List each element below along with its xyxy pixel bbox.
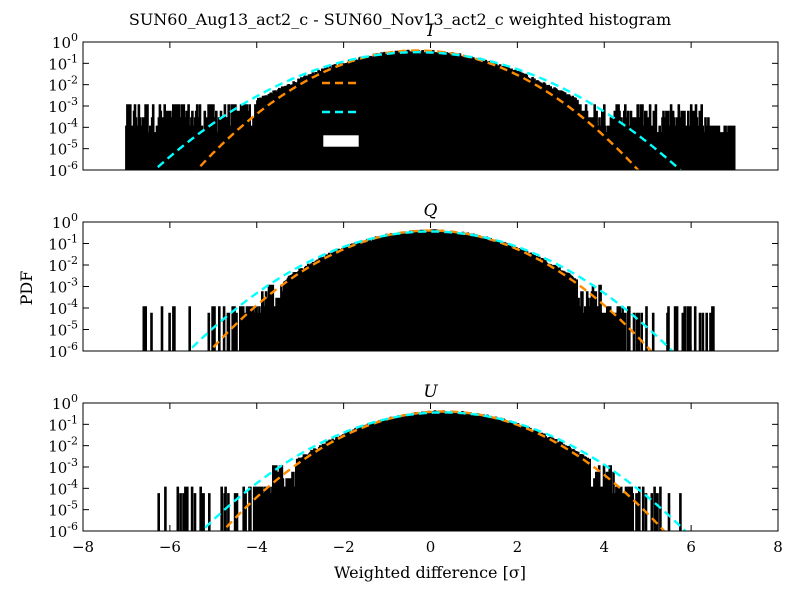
x-axis-label: Weighted difference [σ]: [334, 563, 526, 582]
y-tick-label: 100: [52, 211, 78, 232]
fitted-gaussian-curve-Q: [187, 230, 674, 351]
x-tick-label: 8: [773, 538, 783, 556]
y-tick-label: 10-5: [48, 319, 78, 340]
y-tick-label: 10-5: [48, 138, 78, 159]
x-tick-label: −2: [333, 538, 355, 556]
fitted-gaussian-curve-I: [152, 51, 683, 170]
chart-title: SUN60_Aug13_act2_c - SUN60_Nov13_act2_c …: [129, 10, 671, 29]
legend-data-label: Data: [376, 131, 422, 153]
y-tick-label: 10-1: [48, 413, 78, 434]
y-tick-label: 10-6: [48, 159, 78, 180]
plot-area: [142, 229, 715, 351]
y-tick-label: 100: [52, 392, 78, 413]
panel-title-Q: Q: [424, 201, 438, 221]
plot-area: [157, 410, 687, 531]
x-tick-label: 2: [513, 538, 523, 556]
y-tick-label: 10-3: [48, 95, 78, 116]
x-tick-label: −4: [246, 538, 268, 556]
data-histogram-Q: [142, 229, 715, 351]
y-axis-label: PDF: [17, 271, 36, 306]
y-tick-label: 10-4: [48, 477, 78, 498]
y-tick-label: 100: [52, 31, 78, 52]
white-noise-curve-I: [195, 49, 640, 170]
y-tick-label: 10-4: [48, 297, 78, 318]
y-tick-label: 10-2: [48, 74, 78, 95]
y-tick-label: 10-5: [48, 499, 78, 520]
x-tick-label: 6: [686, 538, 696, 556]
panel-title-I: I: [426, 21, 434, 41]
x-tick-label: −8: [72, 538, 94, 556]
fitted-gaussian-curve-U: [200, 411, 687, 531]
data-histogram-U: [157, 410, 682, 531]
legend: White noise Fitted Gaussian Data: [320, 73, 528, 153]
legend-data-swatch: [320, 132, 362, 150]
x-tick-label: 0: [426, 538, 436, 556]
plot-area: [125, 49, 736, 170]
y-tick-label: 10-3: [48, 276, 78, 297]
y-tick-label: 10-3: [48, 456, 78, 477]
y-tick-label: 10-6: [48, 340, 78, 361]
y-tick-label: 10-2: [48, 435, 78, 456]
x-tick-label: 4: [599, 538, 609, 556]
y-tick-label: 10-1: [48, 52, 78, 73]
legend-white-noise-label: White noise: [376, 73, 490, 95]
x-tick-label: −6: [159, 538, 181, 556]
white-noise-curve-Q: [208, 229, 653, 351]
y-tick-label: 10-4: [48, 116, 78, 137]
legend-fitted-gaussian-label: Fitted Gaussian: [376, 102, 528, 124]
y-tick-label: 10-2: [48, 254, 78, 275]
panel-title-U: U: [423, 382, 438, 402]
y-tick-label: 10-6: [48, 520, 78, 541]
white-noise-curve-U: [221, 410, 666, 531]
y-tick-label: 10-1: [48, 233, 78, 254]
data-histogram-I: [125, 49, 736, 170]
